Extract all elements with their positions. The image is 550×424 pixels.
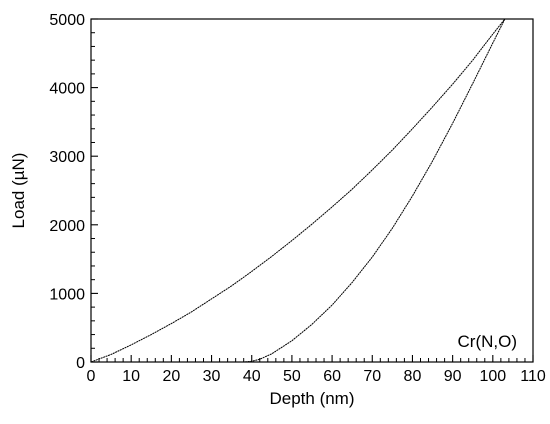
unloading-curve bbox=[243, 18, 506, 363]
minor-ticks bbox=[91, 32, 526, 362]
major-ticks bbox=[90, 18, 534, 363]
y-axis-label: Load (µN) bbox=[9, 153, 28, 229]
x-tick-label: 50 bbox=[283, 368, 301, 385]
x-tick-label: 40 bbox=[243, 368, 261, 385]
plot-frame bbox=[90, 18, 534, 363]
material-annotation: Cr(N,O) bbox=[458, 332, 517, 351]
x-tick-label: 30 bbox=[203, 368, 221, 385]
y-tick-label: 3000 bbox=[49, 149, 85, 166]
y-tick-label: 4000 bbox=[49, 81, 85, 98]
loading-curve bbox=[90, 18, 506, 363]
x-tick-label: 60 bbox=[323, 368, 341, 385]
x-tick-label: 20 bbox=[162, 368, 180, 385]
x-axis-label: Depth (nm) bbox=[269, 389, 354, 408]
x-tick-label: 80 bbox=[404, 368, 422, 385]
x-tick-label: 0 bbox=[87, 368, 96, 385]
x-tick-label: 100 bbox=[479, 368, 506, 385]
x-tick-label: 110 bbox=[520, 368, 546, 385]
x-tick-label: 90 bbox=[444, 368, 462, 385]
y-tick-label: 2000 bbox=[49, 218, 85, 235]
y-tick-label: 0 bbox=[76, 355, 85, 372]
y-tick-label: 5000 bbox=[49, 12, 85, 29]
x-tick-label: 10 bbox=[122, 368, 140, 385]
series-group bbox=[90, 18, 506, 363]
x-tick-label: 70 bbox=[363, 368, 381, 385]
y-tick-label: 1000 bbox=[49, 286, 85, 303]
tick-labels: 0 10 20 30 40 50 60 70 80 90 100 110 0 1000 2000 3000 40… bbox=[49, 12, 545, 385]
